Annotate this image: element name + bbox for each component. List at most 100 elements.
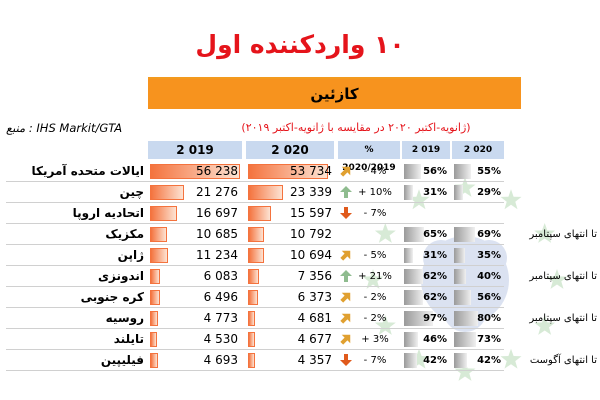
column-header-2020: 2 020: [271, 143, 309, 157]
row-separator: [6, 349, 504, 350]
share-2020: 29%: [477, 187, 501, 198]
value-2020: 6 373: [297, 290, 332, 304]
period-note: (ژانویه-اکتبر ۲۰۲۰ در مقایسه با ژانویه-ا…: [241, 121, 471, 134]
country-label: روسیه: [105, 311, 144, 325]
change-value: - 5%: [363, 250, 387, 261]
share-2019: 62%: [423, 292, 447, 303]
share-bar-2019: [404, 248, 414, 263]
decorative-star: [374, 315, 396, 335]
decorative-star: [546, 269, 568, 289]
bar-2020: [248, 185, 283, 200]
row-separator: [6, 202, 504, 203]
product-band: [148, 79, 521, 109]
bar-2020: [248, 206, 272, 221]
value-2019: 21 276: [196, 185, 238, 199]
row-separator: [6, 286, 504, 287]
row-note: تا انتهای سپتامبر: [529, 313, 597, 324]
share-bar-2019: [404, 290, 423, 305]
value-2019: 4 693: [203, 353, 238, 367]
bar-2019: [150, 269, 160, 284]
share-2020: 35%: [477, 250, 501, 261]
row-separator: [6, 265, 504, 266]
bar-2020: [248, 353, 255, 368]
value-2020: 23 339: [290, 185, 332, 199]
decorative-star: [454, 177, 476, 197]
column-header-change: % 2020/2019: [342, 145, 396, 173]
value-2020: 10 792: [290, 227, 332, 241]
bar-2019: [150, 227, 168, 242]
value-2019: 6 496: [203, 290, 238, 304]
share-bar-2019: [404, 227, 424, 242]
share-bar-2019: [404, 164, 421, 179]
trend-flat-icon: [340, 313, 351, 324]
value-2020: 4 357: [297, 353, 332, 367]
decorative-star: [534, 315, 556, 335]
bar-2019: [150, 290, 161, 305]
bar-2020: [248, 269, 259, 284]
row-separator: [6, 181, 504, 182]
share-2020: 40%: [477, 271, 501, 282]
decorative-star: [408, 348, 430, 369]
change-value: [350, 224, 400, 245]
share-2019: 31%: [423, 250, 447, 261]
share-bar-2020: [454, 290, 471, 305]
trend-up-icon: [340, 186, 352, 198]
header-bg-2020: [246, 141, 334, 159]
value-2020: 4 677: [297, 332, 332, 346]
country-label: ژاپن: [117, 248, 144, 262]
share-2019: 42%: [423, 355, 447, 366]
header-bg-share-2020: [452, 141, 504, 159]
share-2019: 46%: [423, 334, 447, 345]
share-bar-2020: [454, 185, 463, 200]
bar-2019: [150, 185, 185, 200]
value-2019: 10 685: [196, 227, 238, 241]
header-bg-2019: [148, 141, 242, 159]
column-header-share-2020: 2 020: [463, 145, 493, 155]
product-label: کازئین: [310, 85, 359, 103]
bar-2020: [248, 248, 264, 263]
country-label: چین: [119, 185, 144, 199]
bar-2020: [248, 332, 255, 347]
value-2019: 11 234: [196, 248, 238, 262]
value-2019: 4 530: [203, 332, 238, 346]
header-bg-change: [338, 141, 400, 159]
decorative-star: [374, 223, 396, 243]
bar-2019: [150, 332, 158, 347]
decorative-star: [500, 189, 522, 210]
source-note: منبع : IHS Markit/GTA: [6, 121, 123, 135]
header-bg-share-2019: [402, 141, 450, 159]
share-2020: 55%: [477, 166, 501, 177]
share-bar-2019: [404, 311, 434, 326]
share-bar-2019: [404, 353, 417, 368]
share-2019: 56%: [423, 166, 447, 177]
share-bar-2019: [404, 269, 423, 284]
column-header-share-2019: 2 019: [411, 145, 441, 155]
value-2020: 4 681: [297, 311, 332, 325]
share-2020: 73%: [477, 334, 501, 345]
bar-2019: [150, 206, 177, 221]
decorative-star: [408, 189, 430, 210]
country-label: اتحادیه اروپا: [72, 206, 144, 220]
value-2020: 53 734: [290, 164, 332, 178]
country-label: کره جنوبی: [80, 290, 144, 304]
bar-2020: [248, 290, 258, 305]
share-bar-2020: [454, 227, 475, 242]
decorative-star: [500, 348, 522, 369]
trend-flat-icon: [340, 166, 351, 177]
change-value: - 2%: [363, 292, 387, 303]
share-bar-2019: [404, 332, 418, 347]
row-separator: [6, 244, 504, 245]
share-bar-2020: [454, 164, 471, 179]
change-value: + 21%: [358, 271, 392, 282]
decorative-star: [534, 223, 556, 243]
row-separator: [6, 328, 504, 329]
decorative-star: [362, 269, 384, 289]
trend-down-icon: [340, 207, 352, 219]
change-value: - 4%: [363, 166, 387, 177]
share-bar-2019: [404, 185, 414, 200]
row-note: تا انتهای آگوست: [529, 355, 597, 366]
share-bar-2020: [454, 248, 465, 263]
share-bar-2020: [454, 353, 467, 368]
trend-flat-icon: [340, 292, 351, 303]
share-2020: 69%: [477, 229, 501, 240]
